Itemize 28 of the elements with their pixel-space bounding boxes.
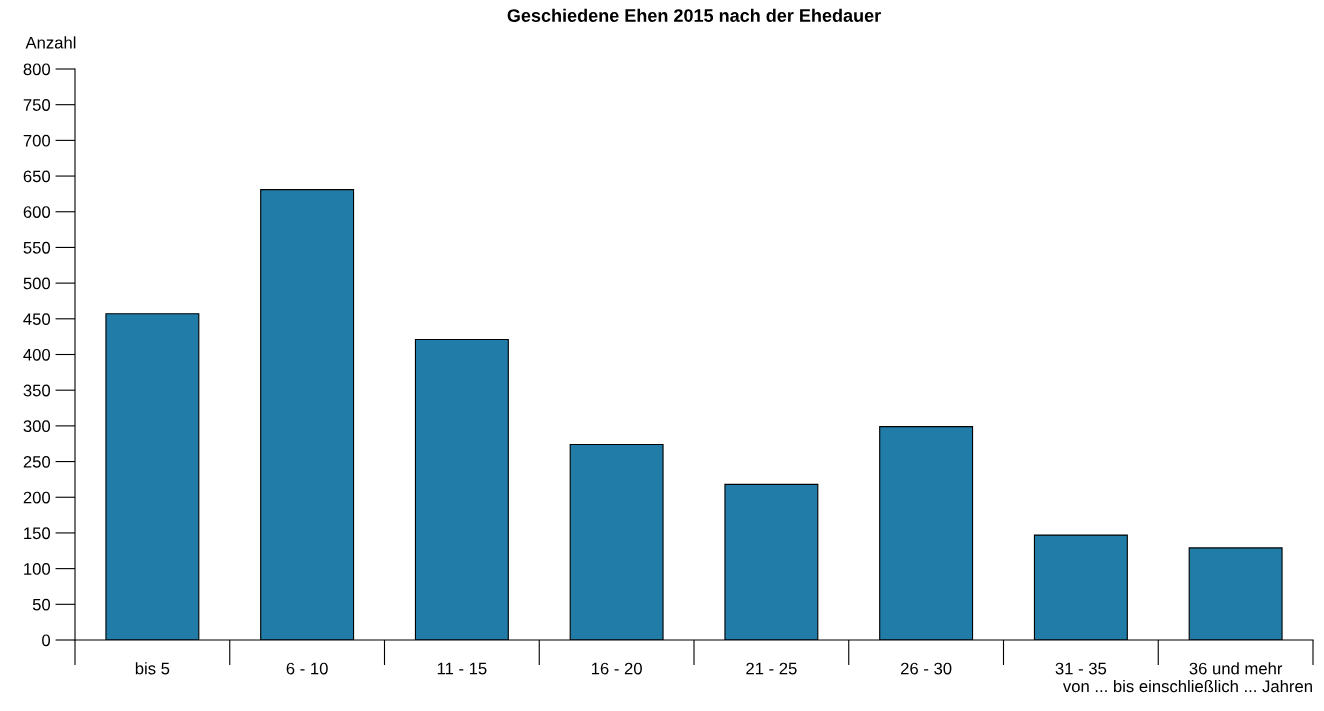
y-tick-label: 350	[23, 384, 51, 397]
x-tick-label: 21 - 25	[746, 662, 797, 675]
x-tick-label: 6 - 10	[286, 662, 328, 675]
chart-title: Geschiedene Ehen 2015 nach der Ehedauer	[507, 8, 881, 22]
y-tick-label: 400	[23, 348, 51, 361]
x-tick-label: 26 - 30	[901, 662, 952, 675]
x-tick-label: 31 - 35	[1055, 662, 1107, 675]
y-tick-label: 650	[23, 170, 51, 183]
y-tick-label: 0	[42, 634, 51, 647]
y-axis-title: Anzahl	[25, 36, 76, 49]
y-tick-label: 750	[23, 99, 51, 111]
y-tick-label: 550	[23, 241, 51, 254]
y-tick-label: 500	[23, 277, 51, 290]
y-tick-label: 700	[23, 134, 51, 147]
x-tick-label: 36 und mehr	[1189, 662, 1283, 675]
x-tick-label: bis 5	[135, 662, 170, 675]
y-tick-label: 600	[23, 206, 51, 218]
x-axis-title: von ... bis einschließlich ... Jahren	[1062, 679, 1312, 693]
y-tick-label: 100	[24, 563, 51, 575]
y-tick-label: 450	[23, 313, 51, 326]
y-tick-label: 50	[32, 598, 51, 611]
x-tick-label: 16 - 20	[591, 662, 642, 675]
x-tick-label: 11 - 15	[437, 662, 487, 675]
y-tick-label: 200	[23, 491, 51, 504]
y-tick-label: 300	[23, 420, 51, 433]
y-tick-label: 800	[23, 63, 51, 76]
y-tick-label: 250	[23, 455, 51, 468]
y-tick-label: 150	[24, 527, 51, 540]
